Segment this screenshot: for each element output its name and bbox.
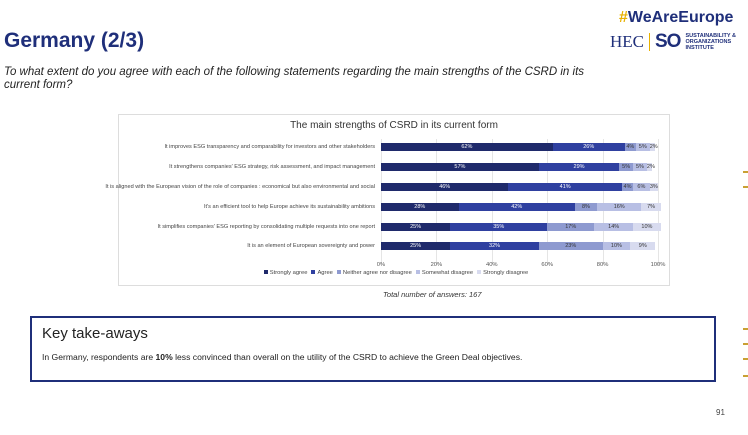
- page-number: 91: [716, 408, 725, 417]
- page-title: Germany (2/3): [4, 29, 145, 52]
- x-tick-label: 20%: [430, 262, 443, 268]
- x-tick-label: 60%: [541, 262, 553, 268]
- legend-swatch: [311, 270, 316, 274]
- bar-segment: 29%: [538, 163, 620, 171]
- bar-segment: 17%: [547, 223, 595, 231]
- so-logo: SO: [655, 31, 681, 52]
- legend-label: Agree: [317, 270, 333, 276]
- legend-swatch: [477, 270, 482, 274]
- legend-swatch: [263, 270, 268, 274]
- bar-segment: 6%: [633, 183, 650, 191]
- bar-segment: 9%: [630, 242, 656, 250]
- bar-segment: 57%: [381, 163, 539, 171]
- bar-segment: 4%: [621, 183, 634, 191]
- so-logo-text: SUSTAINABILITY & ORGANIZATIONS INSTITUTE: [685, 33, 736, 51]
- row-label: It improves ESG transparency and compara…: [164, 144, 376, 150]
- bar-segment: 35%: [450, 223, 548, 231]
- hec-so-logo: HEC SO SUSTAINABILITY & ORGANIZATIONS IN…: [610, 31, 745, 53]
- bar-segment: 32%: [450, 242, 539, 250]
- legend-label: Somewhat disagree: [421, 270, 474, 276]
- gridline: [491, 139, 493, 265]
- legend-label: Strongly agree: [269, 270, 308, 276]
- bar-segment: 10%: [602, 242, 631, 250]
- bar-segment: 5%: [633, 163, 647, 171]
- bar-segment: 46%: [381, 183, 509, 191]
- key-takeaways-box: Key take-aways In Germany, respondents a…: [30, 316, 716, 382]
- gridline: [658, 139, 659, 265]
- x-tick-label: 80%: [596, 262, 609, 268]
- bar-segment: 23%: [538, 242, 603, 250]
- bar-segment: 7%: [641, 203, 661, 211]
- bar-segment: 8%: [574, 203, 598, 211]
- bar-segment: 25%: [381, 242, 451, 250]
- bar-segment: 5%: [635, 143, 650, 151]
- legend-label: Neither agree nor disagree: [342, 270, 412, 276]
- bar-segment: 26%: [552, 143, 625, 151]
- bar-segment: 2%: [646, 163, 655, 171]
- chart-legend: Strongly agree Agree Neither agree nor dis…: [119, 270, 669, 276]
- bar-segment: 42%: [458, 203, 575, 211]
- legend-swatch: [336, 270, 341, 274]
- x-tick-label: 100%: [650, 262, 666, 268]
- bar-segment: 4%: [624, 143, 636, 151]
- takeaways-title: Key take-aways: [42, 325, 148, 342]
- legend-label: Strongly disagree: [483, 270, 529, 276]
- row-label: It strengthens companies' ESG strategy, …: [169, 164, 375, 170]
- gridline: [547, 139, 549, 265]
- row-label: It's an efficient tool to help Europe ac…: [203, 204, 375, 210]
- gridline: [602, 139, 604, 265]
- bar-segment: 14%: [594, 223, 634, 231]
- bar-segment: 25%: [381, 223, 451, 231]
- legend-swatch: [415, 270, 420, 274]
- bar-segment: 16%: [597, 203, 642, 211]
- survey-question: To what extent do you agree with each of…: [4, 66, 585, 91]
- gridline: [436, 139, 438, 265]
- x-tick-label: 0%: [376, 262, 386, 268]
- bar-segment: 10%: [633, 223, 661, 231]
- bar-segment: 3%: [649, 183, 658, 191]
- bar-segment: 2%: [649, 143, 658, 151]
- row-label: It simplifies companies' ESG reporting b…: [157, 224, 375, 230]
- hec-logo: HEC: [610, 32, 644, 51]
- x-tick-label: 40%: [485, 262, 498, 268]
- bar-segment: 62%: [381, 143, 553, 151]
- chart-panel: The main strengths of CSRD in its curren…: [105, 114, 670, 286]
- row-label: It is an element of European sovereignty…: [247, 243, 375, 249]
- bar-segment: 28%: [381, 203, 459, 211]
- row-label: It is aligned with the European vision o…: [105, 184, 375, 190]
- weareeurope-logo: #WeAreEurope: [619, 9, 734, 26]
- takeaways-text: In Germany, respondents are 10% less con…: [42, 352, 523, 362]
- total-answers: Total number of answers: 167: [383, 290, 482, 299]
- bar-segment: 41%: [508, 183, 622, 191]
- gridline: [381, 139, 382, 265]
- chart-title: The main strengths of CSRD in its curren…: [290, 120, 498, 131]
- bar-segment: 5%: [619, 163, 634, 171]
